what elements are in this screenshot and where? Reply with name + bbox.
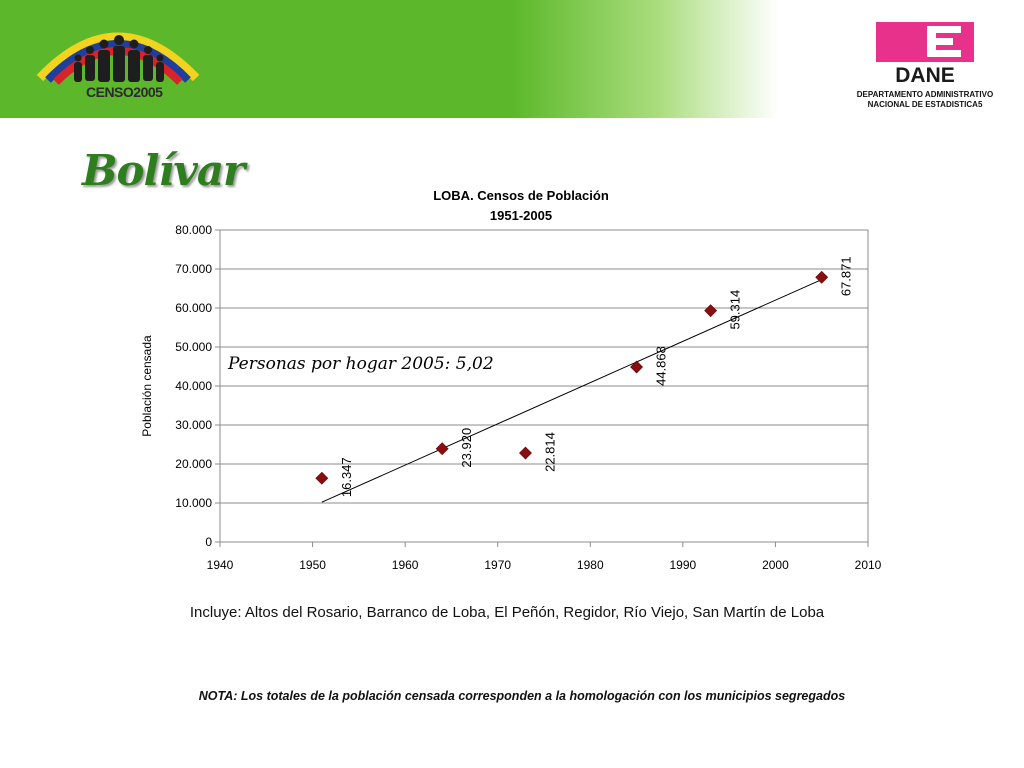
page-title: Bolívar <box>82 146 245 195</box>
y-tick-label: 50.000 <box>175 340 212 354</box>
data-label: 67.871 <box>839 256 854 296</box>
y-tick-label: 20.000 <box>175 457 212 471</box>
data-label: 59.314 <box>728 290 743 330</box>
x-tick-label: 1980 <box>577 558 604 572</box>
x-tick-label: 1990 <box>670 558 697 572</box>
includes-note: Incluye: Altos del Rosario, Barranco de … <box>189 604 825 621</box>
x-tick-label: 2000 <box>762 558 789 572</box>
data-label: 16.347 <box>339 457 354 497</box>
nota-note: NOTA: Los totales de la población censad… <box>198 689 846 703</box>
y-tick-label: 40.000 <box>175 379 212 393</box>
y-tick-label: 70.000 <box>175 262 212 276</box>
data-point <box>435 442 449 456</box>
trendline <box>321 279 822 503</box>
dane-caption-line2: NACIONAL DE ESTADISTICA5 <box>867 100 983 109</box>
data-point <box>315 471 329 485</box>
chart-annotation: Personas por hogar 2005: 5,02 <box>227 354 494 374</box>
data-label: 22.814 <box>542 432 557 472</box>
data-point <box>704 304 718 318</box>
data-point <box>519 446 532 460</box>
dane-caption: DEPARTAMENTO ADMINISTRATIVO NACIONAL DE … <box>840 90 1010 110</box>
data-label: 23.920 <box>459 428 474 468</box>
y-tick-label: 0 <box>205 535 212 549</box>
censo-logo-text: CENSO2005 <box>86 84 163 100</box>
y-tick-label: 10.000 <box>175 496 212 510</box>
x-tick-label: 1950 <box>299 558 326 572</box>
dane-logo-icon: DANE <box>876 22 974 84</box>
dane-logo-text: DANE <box>895 64 955 84</box>
y-tick-label: 30.000 <box>175 418 212 432</box>
x-tick-label: 1970 <box>484 558 511 572</box>
censo-logo-icon <box>36 32 200 85</box>
chart-title: LOBA. Censos de Población <box>433 188 609 203</box>
x-tick-label: 1940 <box>207 558 234 572</box>
x-tick-label: 2010 <box>855 558 882 572</box>
data-points: 16.347 23.920 22.814 44.868 59.314 67.871 <box>315 256 854 497</box>
data-label: 44.868 <box>654 346 669 386</box>
y-tick-label: 60.000 <box>175 301 212 315</box>
y-tick-label: 80.000 <box>175 223 212 237</box>
data-point <box>630 360 643 374</box>
data-point <box>815 270 829 284</box>
y-axis-label: Población censada <box>140 335 154 437</box>
grid-lines <box>220 229 868 504</box>
x-tick-label: 1960 <box>392 558 419 572</box>
x-tick-labels: 1940 1950 1960 1970 1980 1990 2000 2010 <box>207 542 882 572</box>
chart-subtitle: 1951-2005 <box>490 208 552 223</box>
dane-caption-line1: DEPARTAMENTO ADMINISTRATIVO <box>856 90 994 99</box>
y-tick-labels: 0 10.000 20.000 30.000 40.000 50.000 60.000 70.… <box>175 223 220 549</box>
header-banner: CENSO2005 DANE DEPARTAMENTO ADMINISTRATI… <box>0 0 1024 118</box>
